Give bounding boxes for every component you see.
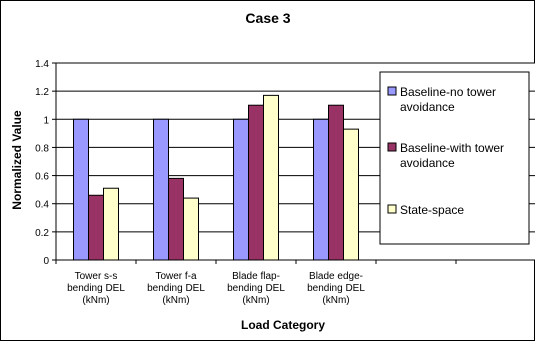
y-axis-label: Normalized Value bbox=[10, 110, 24, 210]
x-category-label: Blade edge- bbox=[309, 271, 363, 282]
bars bbox=[73, 94, 359, 261]
y-tick-label: 1.4 bbox=[35, 59, 49, 70]
y-tick-label: 1.2 bbox=[35, 87, 49, 98]
x-category-label: Tower f-a bbox=[155, 271, 197, 282]
x-category-label: (kNm) bbox=[322, 295, 349, 306]
bar bbox=[248, 104, 264, 261]
legend-label: avoidance bbox=[400, 156, 455, 170]
y-tick-label: 0.4 bbox=[35, 200, 49, 211]
legend-label: State-space bbox=[400, 203, 464, 217]
x-category-label: bending DEL bbox=[67, 283, 125, 294]
bar bbox=[233, 118, 249, 261]
y-tick-label: 0.6 bbox=[35, 172, 49, 183]
legend-swatch bbox=[387, 86, 397, 96]
bar bbox=[328, 104, 344, 261]
x-category-label: bending DEL bbox=[227, 283, 285, 294]
x-category-label: Tower s-s bbox=[75, 271, 118, 282]
y-tick-label: 1 bbox=[43, 115, 49, 126]
x-category-label: Blade flap- bbox=[232, 271, 280, 282]
legend-swatch bbox=[387, 204, 397, 214]
bar bbox=[168, 177, 184, 261]
legend-label: Baseline-no tower bbox=[400, 85, 496, 99]
bar bbox=[103, 187, 119, 261]
legend-label: Baseline-with tower bbox=[400, 141, 504, 155]
bar bbox=[183, 197, 199, 261]
y-tick-label: 0.8 bbox=[35, 143, 49, 154]
bar bbox=[153, 118, 169, 261]
legend-label: avoidance bbox=[400, 100, 455, 114]
axes bbox=[52, 62, 535, 264]
x-category-label: (kNm) bbox=[242, 295, 269, 306]
bar bbox=[73, 118, 89, 261]
x-category-label: (kNm) bbox=[162, 295, 189, 306]
bar bbox=[313, 118, 329, 261]
y-tick-label: 0 bbox=[43, 256, 49, 267]
bar bbox=[263, 94, 279, 261]
x-category-label: (kNm) bbox=[82, 295, 109, 306]
legend-box bbox=[379, 71, 530, 245]
chart-title: Case 3 bbox=[245, 10, 290, 26]
y-tick-label: 0.2 bbox=[35, 228, 49, 239]
bar bbox=[88, 194, 104, 261]
y-tick-labels: 0 0.2 0.4 0.6 0.8 1 1.2 1.4 bbox=[35, 59, 49, 267]
x-axis-label: Load Category bbox=[241, 318, 325, 332]
x-category-label: bending DEL bbox=[147, 283, 205, 294]
legend-swatch bbox=[387, 142, 397, 152]
legend: Baseline-no toweravoidanceBaseline-with … bbox=[379, 71, 530, 245]
bar bbox=[343, 128, 359, 261]
x-category-label: bending DEL bbox=[307, 283, 365, 294]
